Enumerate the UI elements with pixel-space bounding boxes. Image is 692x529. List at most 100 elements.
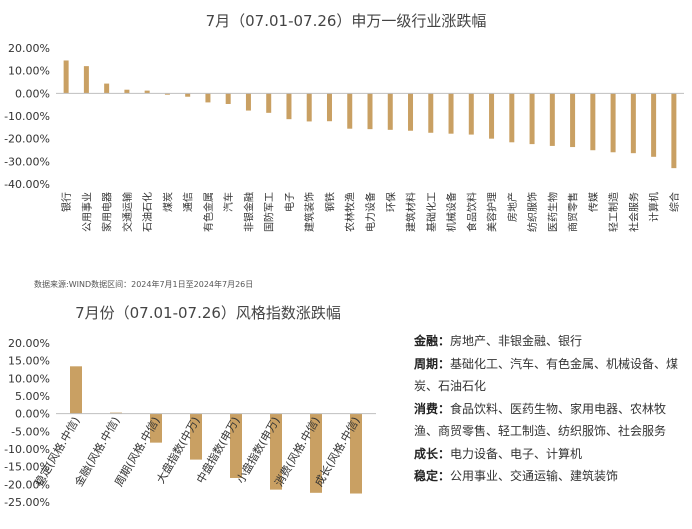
category-label: 计算机 <box>648 192 661 222</box>
bar <box>570 93 576 148</box>
y-tick-label: -20.00% <box>4 478 50 491</box>
category-label: 石油石化 <box>141 192 154 232</box>
legend-label: 成长 <box>414 446 439 461</box>
bar <box>83 66 89 94</box>
style-definition-legend: 金融：房地产、非银金融、银行 周期：基础化工、汽车、有色金属、机械设备、煤炭、石… <box>414 330 690 488</box>
legend-item-cycle: 周期：基础化工、汽车、有色金属、机械设备、煤炭、石油石化 <box>414 356 679 394</box>
category-label: 医药生物 <box>546 192 559 232</box>
bar <box>205 93 211 103</box>
industry-chart-title: 7月（07.01-07.26）申万一级行业涨跌幅 <box>205 12 487 30</box>
bar <box>245 93 251 111</box>
style-chart-title: 7月份（07.01-07.26）风格指数涨跌幅 <box>75 304 341 322</box>
category-label: 钢铁 <box>323 192 336 212</box>
bar <box>185 93 191 97</box>
legend-item-stable: 稳定：公用事业、交通运输、建筑装饰 <box>414 469 619 483</box>
category-label: 社会服务 <box>627 192 640 232</box>
legend-label: 金融 <box>414 334 439 348</box>
category-label: 家用电器 <box>101 192 114 232</box>
y-tick-label: 0.00% <box>15 87 50 100</box>
y-tick-label: 15.00% <box>8 355 50 368</box>
y-tick-label: -10.00% <box>4 110 50 123</box>
y-tick-label: -10.00% <box>4 443 50 456</box>
data-source-note: 数据来源:WIND数据区间：2024年7月1日至2024年7月26日 <box>34 280 254 289</box>
bar <box>489 93 495 139</box>
category-label: 纺织服饰 <box>526 192 539 232</box>
bar <box>326 93 332 122</box>
bar <box>270 413 282 490</box>
industry-bar-chart: 20.00% 10.00% 0.00% -10.00% -20.00% -30.00% -4… <box>4 42 684 232</box>
bar <box>225 93 231 104</box>
category-label: 交通运输 <box>121 192 134 232</box>
bar <box>266 93 272 113</box>
bar <box>110 412 122 414</box>
category-label: 基础化工 <box>425 192 438 232</box>
legend-label: 稳定 <box>414 469 439 483</box>
bar <box>367 93 373 130</box>
category-label: 机械设备 <box>445 192 458 232</box>
bar <box>350 413 362 494</box>
bar <box>144 90 150 94</box>
bar <box>70 366 82 414</box>
bar <box>630 93 636 154</box>
y-tick-label: -30.00% <box>4 155 50 168</box>
category-label: 建筑装饰 <box>303 192 316 232</box>
category-label: 国防军工 <box>263 192 276 232</box>
legend-label: 周期 <box>414 356 439 371</box>
y-tick-label: -5.00% <box>11 425 50 438</box>
category-label: 传媒 <box>588 192 600 212</box>
bar <box>408 93 414 131</box>
category-label: 建筑材料 <box>405 192 418 232</box>
bar <box>610 93 616 153</box>
category-label: 煤炭 <box>161 192 174 212</box>
y-tick-label: -25.00% <box>4 496 50 509</box>
bar <box>671 93 677 169</box>
legend-text: 基础化工、汽车、有色金属、机械设备、煤炭、石油石化 <box>414 356 679 394</box>
category-label: 环保 <box>384 192 397 212</box>
bar <box>529 93 535 145</box>
category-label: 银行 <box>60 192 73 212</box>
category-label: 商贸零售 <box>567 192 580 232</box>
legend-label: 消费 <box>414 401 439 416</box>
y-tick-label: 20.00% <box>8 42 50 55</box>
category-label: 电力设备 <box>364 192 377 232</box>
bar <box>387 93 393 130</box>
category-label: 非银金融 <box>242 192 255 232</box>
bar <box>468 93 474 135</box>
y-tick-label: -20.00% <box>4 133 50 146</box>
bar <box>124 89 130 94</box>
category-label: 电子 <box>283 192 296 212</box>
bar <box>306 93 312 122</box>
bar <box>286 93 292 120</box>
bar <box>104 83 110 94</box>
legend-item-consumer: 消费：食品饮料、医药生物、家用电器、农林牧渔、商贸零售、轻工制造、纺织服饰、社会… <box>414 401 667 439</box>
y-tick-label: -15.00% <box>4 461 50 474</box>
y-tick-label: 10.00% <box>8 65 50 78</box>
bar <box>190 413 202 460</box>
category-label: 公用事业 <box>80 192 93 232</box>
bar <box>347 93 353 129</box>
bar <box>428 93 434 133</box>
y-tick-label: 5.00% <box>15 390 50 403</box>
legend-item-finance: 金融：房地产、非银金融、银行 <box>414 334 583 348</box>
category-label: 综合 <box>668 192 681 212</box>
legend-text: 公用事业、交通运输、建筑装饰 <box>450 469 619 483</box>
y-tick-label: -40.00% <box>4 178 50 191</box>
y-tick-label: 20.00% <box>8 337 50 350</box>
category-label: 美容护理 <box>486 192 499 232</box>
bar <box>150 413 162 443</box>
y-tick-label: 10.00% <box>8 372 50 385</box>
legend-text: 电力设备、电子、计算机 <box>450 446 583 461</box>
category-label: 轻工制造 <box>607 192 620 232</box>
bar <box>63 60 69 94</box>
bar <box>448 93 454 134</box>
bar <box>651 93 657 157</box>
y-tick-label: 0.00% <box>15 408 50 421</box>
category-label: 食品饮料 <box>465 192 478 232</box>
bar <box>509 93 515 143</box>
category-label: 通信 <box>183 192 195 212</box>
bar <box>549 93 555 146</box>
category-label: 有色金属 <box>202 192 215 232</box>
bar <box>310 413 322 493</box>
bar <box>590 93 596 151</box>
